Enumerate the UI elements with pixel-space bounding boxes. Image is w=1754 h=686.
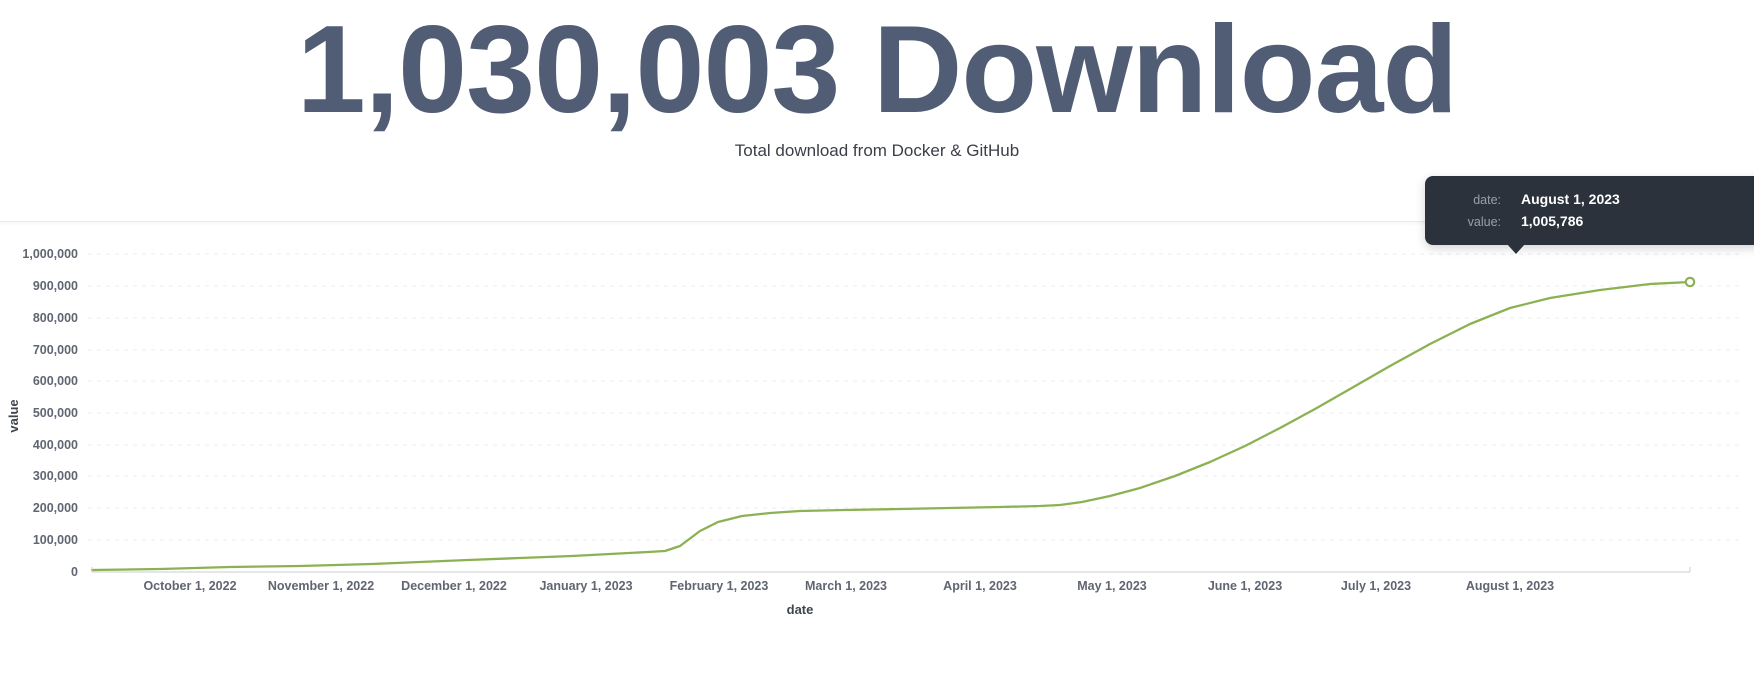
chart-tooltip: date: August 1, 2023 value: 1,005,786 [1425,176,1754,254]
x-tick-label: August 1, 2023 [1466,579,1554,593]
y-axis-title: value [6,399,21,432]
chart-highlight-point-marker[interactable] [1684,276,1696,288]
y-tick-label: 600,000 [33,374,78,388]
y-tick-label: 0 [71,565,78,579]
x-tick-label: June 1, 2023 [1208,579,1282,593]
y-tick-label: 1,000,000 [22,247,78,261]
download-chart[interactable]: 1,000,000 900,000 800,000 700,000 600,00… [0,226,1754,686]
y-tick-label: 100,000 [33,533,78,547]
x-tick-label: October 1, 2022 [143,579,236,593]
header-divider [0,221,1754,222]
page-header: 1,030,003 Download Total download from D… [0,0,1754,226]
x-tick-label: May 1, 2023 [1077,579,1147,593]
chart-line-series [90,280,1692,572]
y-tick-label: 800,000 [33,311,78,325]
chart-gridlines [88,253,1740,541]
y-tick-label: 500,000 [33,406,78,420]
x-tick-label: December 1, 2022 [401,579,507,593]
x-tick-label: July 1, 2023 [1341,579,1411,593]
y-axis-tick-labels: 1,000,000 900,000 800,000 700,000 600,00… [22,247,78,579]
tooltip-value-key: value: [1467,215,1501,229]
x-tick-label: February 1, 2023 [670,579,769,593]
y-tick-label: 300,000 [33,469,78,483]
tooltip-arrow-icon [1507,244,1525,254]
x-tick-label: March 1, 2023 [805,579,887,593]
tooltip-row-value: value: 1,005,786 [1443,212,1747,231]
y-tick-label: 200,000 [33,501,78,515]
page-title: 1,030,003 Download [296,1,1458,139]
x-axis-tick-labels: October 1, 2022 November 1, 2022 Decembe… [143,579,1554,593]
x-tick-label: April 1, 2023 [943,579,1017,593]
y-tick-label: 700,000 [33,343,78,357]
x-tick-label: January 1, 2023 [539,579,632,593]
x-tick-label: November 1, 2022 [268,579,374,593]
y-tick-label: 400,000 [33,438,78,452]
tooltip-value-value: 1,005,786 [1521,213,1584,229]
page-subtitle: Total download from Docker & GitHub [734,141,1020,160]
y-tick-label: 900,000 [33,279,78,293]
chart-svg[interactable]: 1,000,000 900,000 800,000 700,000 600,00… [0,226,1754,686]
x-axis-title: date [787,602,814,617]
tooltip-date-value: August 1, 2023 [1521,191,1620,207]
header-divider-shadow [0,222,1754,226]
tooltip-row-date: date: August 1, 2023 [1443,190,1747,209]
tooltip-date-key: date: [1473,193,1501,207]
x-axis-line [91,567,1691,573]
